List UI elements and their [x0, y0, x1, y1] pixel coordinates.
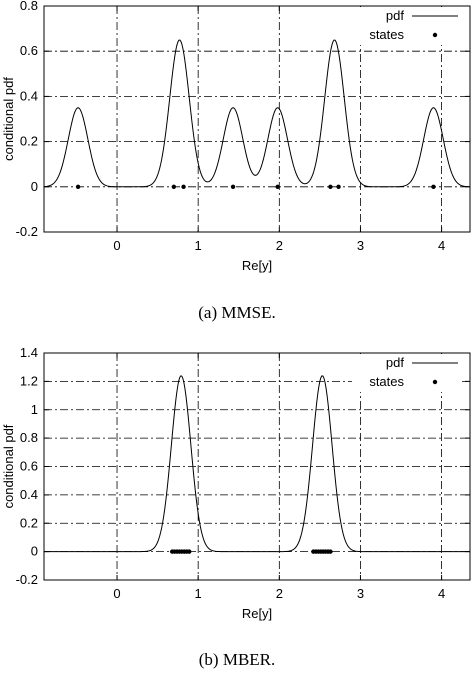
- state-point: [181, 184, 186, 189]
- state-point: [75, 184, 81, 189]
- y-tick-label: 0.8: [20, 430, 38, 445]
- state-point: [328, 549, 333, 554]
- pdf-series-line: [43, 39, 471, 188]
- legend-label-pdf: pdf: [386, 355, 404, 370]
- y-tick-label: 1.4: [20, 345, 38, 360]
- x-tick-label: 2: [276, 238, 283, 253]
- legend-label-pdf: pdf: [386, 8, 404, 23]
- legend-box: [352, 7, 462, 45]
- x-tick-label: 4: [438, 586, 445, 601]
- plot-frame: [43, 5, 471, 233]
- chart-mmse: -0.2 0 0.2 0.4 0.6 0.8 0 1 2 3 4 Re[y] conditional p…: [1, 0, 471, 273]
- y-tick-label: 0: [31, 179, 38, 194]
- x-tick-label: 0: [113, 238, 120, 253]
- legend-box: [352, 354, 462, 392]
- y-tick-label: 0.6: [20, 459, 38, 474]
- y-tick-label: 0.6: [20, 43, 38, 58]
- x-tick-label: 1: [195, 586, 202, 601]
- y-tick-label: 0: [31, 544, 38, 559]
- state-point: [275, 184, 280, 189]
- y-axis-label: conditional pdf: [1, 77, 16, 161]
- state-point: [336, 184, 341, 189]
- y-tick-label: 0.4: [20, 88, 38, 103]
- state-point: [187, 549, 192, 554]
- legend-marker-states: [432, 379, 438, 385]
- legend-marker-states: [432, 32, 438, 38]
- y-tick-label: 1: [31, 402, 38, 417]
- y-tick-label: 1.2: [20, 373, 38, 388]
- x-tick-label: 0: [113, 586, 120, 601]
- state-point: [171, 184, 177, 189]
- y-tick-label: 0.2: [20, 134, 38, 149]
- x-tick-label: 3: [357, 586, 364, 601]
- x-tick-label: 2: [276, 586, 283, 601]
- state-point: [230, 184, 236, 189]
- caption-mber: (b) MBER.: [198, 650, 276, 669]
- y-tick-label: -0.2: [16, 224, 38, 239]
- y-tick-label: 0.2: [20, 515, 38, 530]
- legend-label-states: states: [369, 27, 404, 42]
- chart-mber: -0.2 0 0.2 0.4 0.6 0.8 1 1.2 1.4 0 1 2 3 4 Re[y] condit…: [1, 345, 471, 621]
- legend-label-states: states: [369, 374, 404, 389]
- y-tick-label: 0.4: [20, 487, 38, 502]
- x-tick-label: 1: [195, 238, 202, 253]
- state-point: [328, 184, 333, 189]
- state-point: [431, 184, 436, 189]
- caption-mmse: (a) MMSE.: [198, 303, 276, 322]
- x-tick-label: 3: [357, 238, 364, 253]
- y-tick-label: -0.2: [16, 572, 38, 587]
- y-tick-label: 0.8: [20, 0, 38, 13]
- pdf-series-line: [44, 375, 470, 553]
- plot-frame: [43, 352, 471, 581]
- y-axis-label: conditional pdf: [1, 424, 16, 508]
- x-axis-label: Re[y]: [242, 606, 272, 621]
- x-axis-label: Re[y]: [242, 258, 272, 273]
- x-tick-label: 4: [438, 238, 445, 253]
